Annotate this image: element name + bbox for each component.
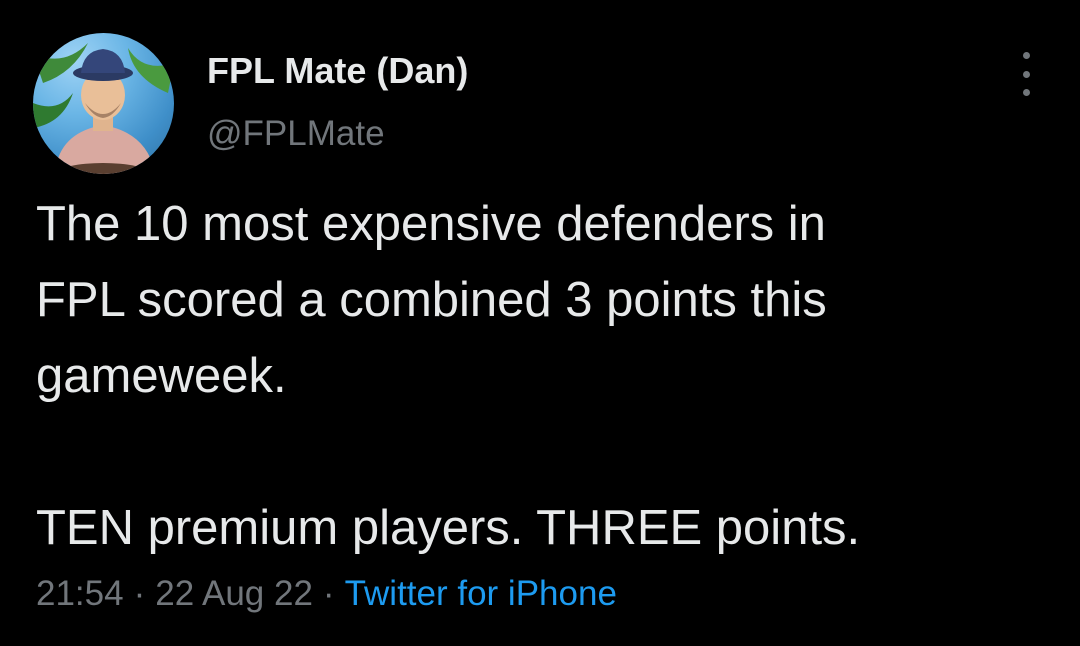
meta-separator: · (322, 574, 335, 613)
more-vertical-icon (1022, 52, 1030, 59)
avatar-photo (33, 43, 174, 174)
tweet-date[interactable]: 22 Aug 22 (155, 574, 313, 613)
meta-separator: · (133, 574, 146, 613)
more-vertical-icon-dot (1022, 89, 1030, 96)
author-display-name[interactable]: FPL Mate (Dan) (207, 50, 469, 91)
tweet-text: The 10 most expensive defenders in FPL s… (36, 186, 1056, 566)
more-vertical-icon-dot (1022, 70, 1030, 78)
tweet-source-link[interactable]: Twitter for iPhone (344, 574, 617, 613)
paragraph-break (36, 414, 1056, 490)
tweet-text-line: The 10 most expensive defenders in (36, 197, 826, 251)
tweet-time[interactable]: 21:54 (36, 574, 124, 613)
avatar[interactable] (33, 33, 174, 174)
tweet-text-line: FPL scored a combined 3 points this (36, 273, 827, 327)
tweet-text-line: TEN premium players. THREE points. (36, 501, 861, 555)
author-handle[interactable]: @FPLMate (207, 114, 385, 153)
tweet-metadata: 21:54 · 22 Aug 22 · Twitter for iPhone (36, 574, 617, 614)
tweet-text-line: gameweek. (36, 349, 287, 403)
more-options-button[interactable] (1006, 52, 1046, 96)
